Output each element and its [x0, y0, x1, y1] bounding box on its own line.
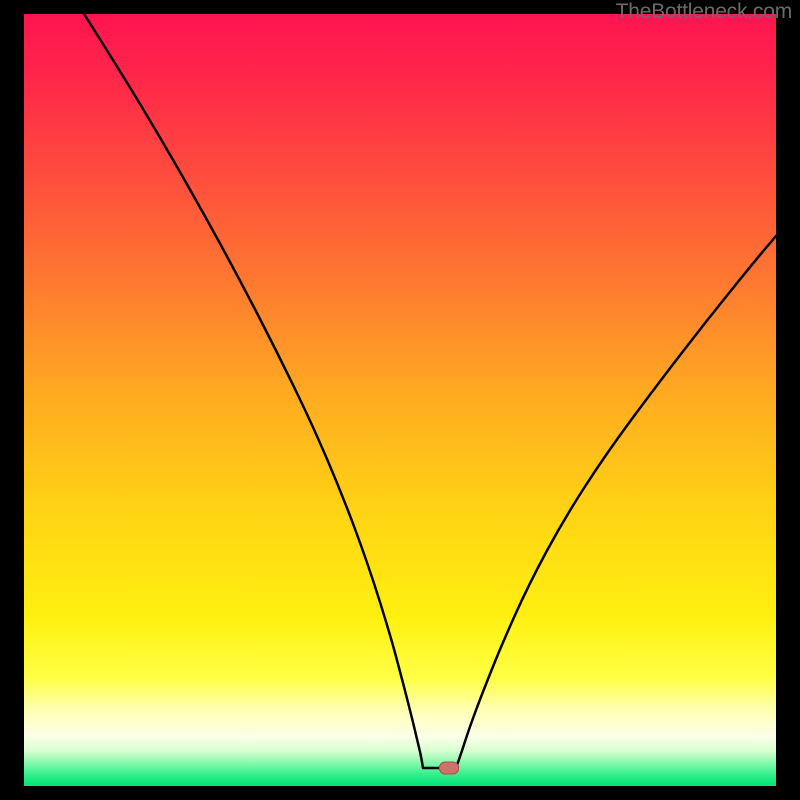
plot-area: [24, 14, 776, 786]
sweet-spot-marker: [439, 762, 459, 775]
bottleneck-curve: [24, 14, 776, 786]
chart-frame: TheBottleneck.com: [0, 0, 800, 800]
watermark-text: TheBottleneck.com: [616, 0, 792, 24]
